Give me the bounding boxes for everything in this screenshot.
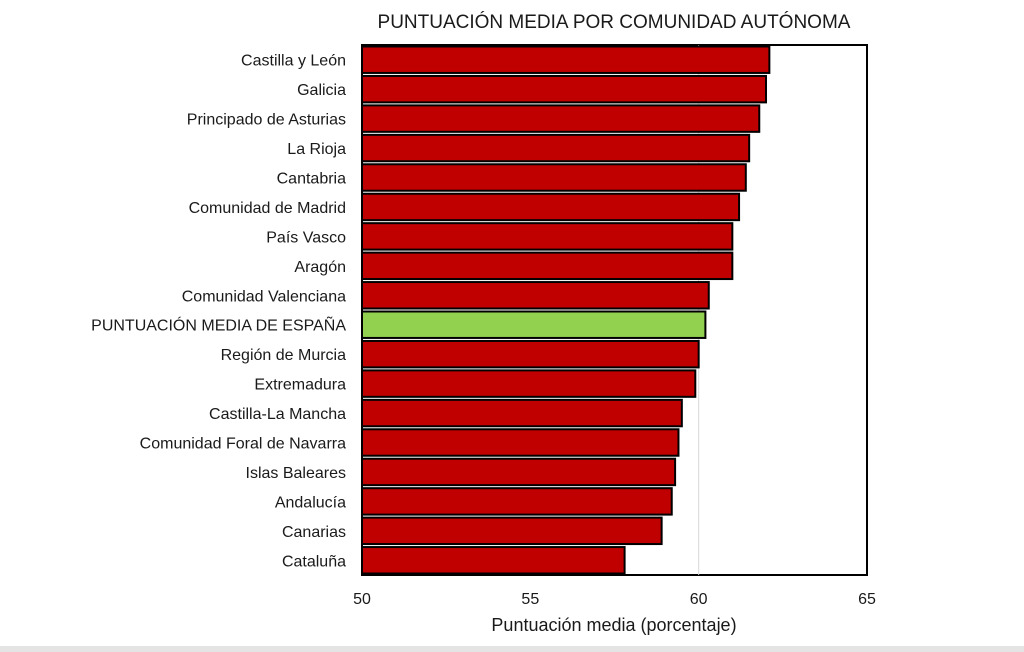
category-label: PUNTUACIÓN MEDIA DE ESPAÑA — [91, 315, 346, 335]
bar — [361, 192, 741, 222]
bar — [361, 45, 771, 74]
bar — [361, 428, 680, 457]
category-label: Comunidad de Madrid — [189, 200, 346, 217]
category-label: País Vasco — [266, 229, 346, 246]
bar — [361, 133, 751, 163]
category-label: Comunidad Valenciana — [182, 288, 346, 305]
category-label: Islas Baleares — [246, 465, 347, 482]
category-label: Cataluña — [282, 553, 346, 570]
category-label: Castilla y León — [241, 53, 346, 70]
bar — [361, 398, 683, 428]
bar — [361, 516, 663, 546]
x-tick-label: 50 — [353, 591, 371, 608]
bar — [361, 457, 677, 487]
x-tick-label: 65 — [858, 591, 876, 608]
category-label: Cantabria — [277, 171, 346, 188]
category-label: Galicia — [297, 82, 346, 99]
category-label: Comunidad Foral de Navarra — [140, 436, 346, 453]
bottom-border — [0, 646, 1024, 652]
bar — [361, 222, 734, 251]
category-label: Extremadura — [254, 377, 346, 394]
chart-title: PUNTUACIÓN MEDIA POR COMUNIDAD AUTÓNOMA — [378, 11, 851, 33]
bar — [361, 487, 673, 516]
x-axis-ticks: 50 55 60 65 — [353, 591, 876, 608]
category-label: La Rioja — [287, 141, 346, 158]
x-tick-label: 55 — [521, 591, 539, 608]
bar — [361, 339, 700, 369]
bar — [361, 251, 734, 281]
bar-highlight — [361, 310, 707, 339]
category-label: Canarias — [282, 524, 346, 541]
category-label: Región de Murcia — [221, 347, 347, 364]
category-label: Andalucía — [275, 494, 346, 511]
plot-area — [361, 44, 868, 576]
x-tick-label: 60 — [690, 591, 708, 608]
category-label: Aragón — [294, 259, 346, 276]
bars — [361, 45, 771, 575]
category-label: Castilla-La Mancha — [209, 406, 346, 423]
bar — [361, 369, 697, 398]
category-label: Principado de Asturias — [187, 112, 346, 129]
bar — [361, 281, 710, 310]
bar — [361, 546, 626, 575]
bar — [361, 104, 761, 133]
category-labels: Castilla y León Galicia Principado de Astu… — [91, 53, 346, 571]
bar — [361, 163, 747, 192]
x-axis-title: Puntuación media (porcentaje) — [491, 615, 736, 635]
bar — [361, 74, 767, 104]
